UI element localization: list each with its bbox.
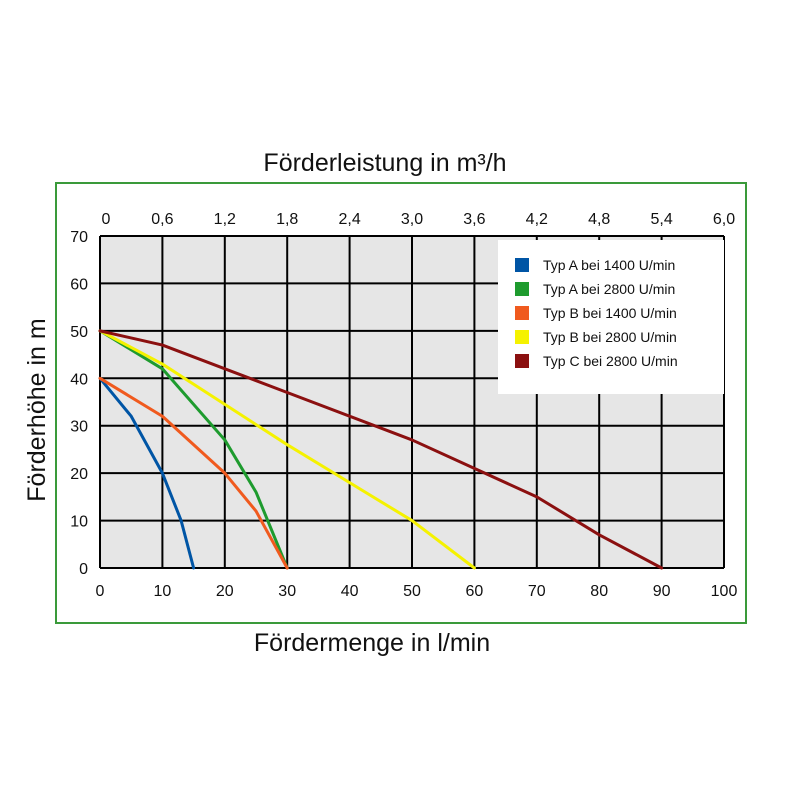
x-tick-label: 50 (403, 583, 421, 600)
x-top-tick-label: 1,8 (276, 211, 298, 228)
x-tick-label: 10 (154, 583, 172, 600)
y-tick-label: 50 (70, 324, 88, 341)
x-top-tick-label: 6,0 (713, 211, 735, 228)
legend: Typ A bei 1400 U/min Typ A bei 2800 U/min… (498, 240, 724, 394)
legend-swatch (515, 354, 529, 368)
x-top-tick-label: 1,2 (214, 211, 236, 228)
x-tick-label: 100 (711, 583, 738, 600)
y-tick-label: 0 (79, 561, 88, 578)
chart-title-top: Förderleistung in m³/h (263, 149, 506, 177)
y-tick-label: 40 (70, 371, 88, 388)
y-tick-label: 60 (70, 276, 88, 293)
series-line-5 (98, 329, 664, 570)
x-tick-label: 20 (216, 583, 234, 600)
x-top-tick-label: 5,4 (650, 211, 672, 228)
legend-box (498, 240, 724, 394)
x-tick-label: 60 (466, 583, 484, 600)
legend-label: Typ A bei 1400 U/min (543, 257, 675, 273)
x-top-tick-label: 0 (102, 211, 111, 228)
series-line-3 (98, 376, 289, 570)
legend-swatch (515, 282, 529, 296)
y-tick-label: 70 (70, 229, 88, 246)
x-tick-label: 40 (341, 583, 359, 600)
y-tick-label: 10 (70, 514, 88, 531)
x-top-tick-label: 4,8 (588, 211, 610, 228)
x-top-tick-label: 3,6 (463, 211, 485, 228)
x-top-tick-label: 4,2 (526, 211, 548, 228)
axis-ticks: 00100,6201,2301,8402,4503,0603,6704,2804… (70, 211, 737, 600)
series-line-2 (98, 329, 289, 570)
x-top-tick-label: 3,0 (401, 211, 423, 228)
series-line-4 (98, 329, 476, 570)
y-tick-label: 20 (70, 466, 88, 483)
legend-swatch (515, 330, 529, 344)
x-top-tick-label: 2,4 (338, 211, 360, 228)
legend-label: Typ B bei 1400 U/min (543, 305, 677, 321)
series-lines (98, 329, 664, 570)
legend-label: Typ B bei 2800 U/min (543, 329, 677, 345)
legend-swatch (515, 306, 529, 320)
x-tick-label: 90 (653, 583, 671, 600)
y-axis-label: Förderhöhe in m (23, 318, 51, 501)
x-axis-label: Fördermenge in l/min (254, 629, 490, 657)
x-tick-label: 80 (590, 583, 608, 600)
legend-label: Typ C bei 2800 U/min (543, 353, 678, 369)
legend-label: Typ A bei 2800 U/min (543, 281, 675, 297)
legend-swatch (515, 258, 529, 272)
x-top-tick-label: 0,6 (151, 211, 173, 228)
x-tick-label: 0 (96, 583, 105, 600)
y-tick-label: 30 (70, 419, 88, 436)
x-tick-label: 30 (278, 583, 296, 600)
x-tick-label: 70 (528, 583, 546, 600)
series-line-1 (98, 376, 196, 570)
